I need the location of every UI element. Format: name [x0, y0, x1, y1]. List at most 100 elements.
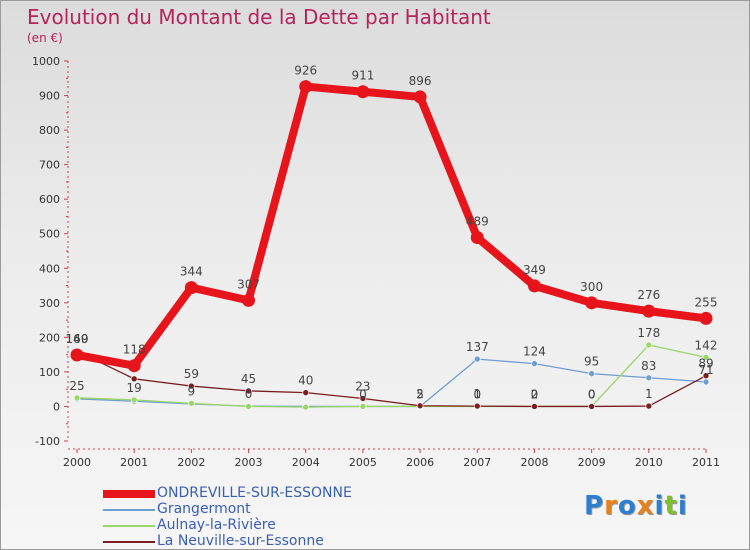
- series-point-3: [588, 403, 595, 410]
- series-point-0: [642, 304, 656, 318]
- series-point-0: [184, 281, 198, 295]
- data-label-3: 1: [645, 387, 653, 401]
- x-tick-label: 2008: [520, 456, 548, 469]
- x-tick-label: 2001: [120, 456, 148, 469]
- data-label-2: 25: [69, 379, 84, 393]
- y-tick-label: 600: [39, 193, 60, 206]
- series-point-2: [359, 403, 367, 410]
- x-tick-label: 2002: [177, 456, 205, 469]
- y-tick-label: 0: [53, 400, 60, 413]
- series-point-0: [527, 279, 541, 293]
- legend-label-grangermont: Grangermont: [157, 501, 251, 517]
- proxiti-logo: Proxiti: [584, 491, 688, 521]
- y-tick-label: 700: [39, 159, 60, 172]
- logo-letter: o: [617, 491, 637, 521]
- x-tick-label: 2009: [578, 456, 606, 469]
- series-point-1: [473, 355, 481, 363]
- series-point-0: [470, 231, 484, 245]
- series-point-0: [127, 359, 141, 373]
- data-label-0: 307: [237, 277, 260, 291]
- data-label-1: 83: [641, 359, 656, 373]
- y-tick-label: 100: [39, 366, 60, 379]
- series-point-2: [188, 400, 195, 407]
- x-tick-label: 2004: [292, 456, 320, 469]
- series-point-2: [73, 394, 81, 402]
- series-point-0: [699, 311, 713, 325]
- series-point-3: [302, 389, 310, 396]
- y-tick-label: 200: [39, 331, 60, 344]
- legend-swatch-la-neuville: [103, 541, 155, 543]
- data-label-0: 926: [294, 64, 317, 78]
- series-point-0: [413, 90, 427, 104]
- data-label-2: 178: [637, 326, 660, 340]
- series-point-3: [645, 402, 653, 410]
- data-label-0: 911: [351, 69, 374, 83]
- data-label-2: 0: [359, 387, 367, 401]
- series-point-3: [416, 402, 424, 410]
- legend-swatch-aulnay: [103, 525, 155, 527]
- series-line-0: [73, 82, 710, 370]
- logo-letter: i: [654, 491, 665, 521]
- series-point-3: [359, 395, 367, 402]
- data-label-2: 0: [473, 387, 481, 401]
- series-point-3: [531, 403, 538, 410]
- y-tick-label: 500: [39, 228, 60, 241]
- data-label-2: 0: [588, 387, 596, 401]
- unit-label: (en €): [27, 31, 63, 45]
- data-label-0: 118: [123, 343, 146, 357]
- series-point-1: [702, 378, 710, 386]
- series-point-3: [702, 372, 710, 380]
- x-tick-label: 2006: [406, 456, 434, 469]
- x-tick-label: 2000: [63, 456, 91, 469]
- data-label-1: 137: [466, 340, 489, 354]
- data-label-0: 349: [523, 263, 546, 277]
- data-label-3: 40: [298, 374, 313, 388]
- series-point-2: [245, 403, 252, 410]
- chart-title: Evolution du Montant de la Dette par Hab…: [27, 5, 491, 29]
- series-point-3: [130, 375, 138, 383]
- data-label-2: 0: [531, 387, 539, 401]
- data-label-0: 255: [695, 295, 718, 309]
- x-tick-label: 2007: [463, 456, 491, 469]
- data-label-2: 9: [188, 384, 196, 398]
- logo-letter: x: [636, 491, 655, 521]
- y-tick-label: 900: [39, 90, 60, 103]
- legend-label-la-neuville: La Neuville-sur-Essonne: [157, 533, 324, 549]
- series-point-0: [242, 293, 256, 307]
- data-label-0: 344: [180, 265, 203, 279]
- y-tick-label: 400: [39, 262, 60, 275]
- data-label-0: 276: [637, 288, 660, 302]
- data-label-3: 45: [241, 372, 256, 386]
- series-point-1: [645, 374, 653, 382]
- series-line-2: [76, 344, 707, 408]
- y-tick-label: 800: [39, 124, 60, 137]
- data-label-1: 95: [584, 355, 599, 369]
- legend-label-ondreville: ONDREVILLE-SUR-ESSONNE: [157, 485, 352, 501]
- legend-swatch-ondreville: [103, 490, 155, 498]
- series-point-1: [588, 370, 595, 377]
- series-point-1: [531, 360, 538, 367]
- data-label-1: 0: [245, 387, 253, 401]
- series-line-1: [76, 358, 707, 408]
- series-point-0: [585, 296, 599, 310]
- data-label-0: 489: [466, 215, 489, 229]
- x-tick-label: 2011: [692, 456, 720, 469]
- data-label-1: 124: [523, 345, 546, 359]
- x-tick-label: 2010: [635, 456, 663, 469]
- data-label-2: 19: [127, 381, 142, 395]
- data-label-3: 23: [355, 380, 370, 394]
- y-tick-label: 300: [39, 297, 60, 310]
- data-label-2: 5: [416, 387, 424, 401]
- data-label-3: 89: [698, 357, 713, 371]
- data-label-0: 149: [66, 332, 89, 346]
- logo-letter: t: [664, 491, 678, 521]
- data-label-3: 0: [588, 387, 596, 401]
- series-point-2: [645, 341, 653, 349]
- data-label-3: 2: [416, 387, 424, 401]
- logo-letter: r: [604, 491, 618, 521]
- data-label-1: 71: [698, 363, 713, 377]
- series-point-3: [473, 402, 481, 410]
- series-point-0: [299, 80, 313, 94]
